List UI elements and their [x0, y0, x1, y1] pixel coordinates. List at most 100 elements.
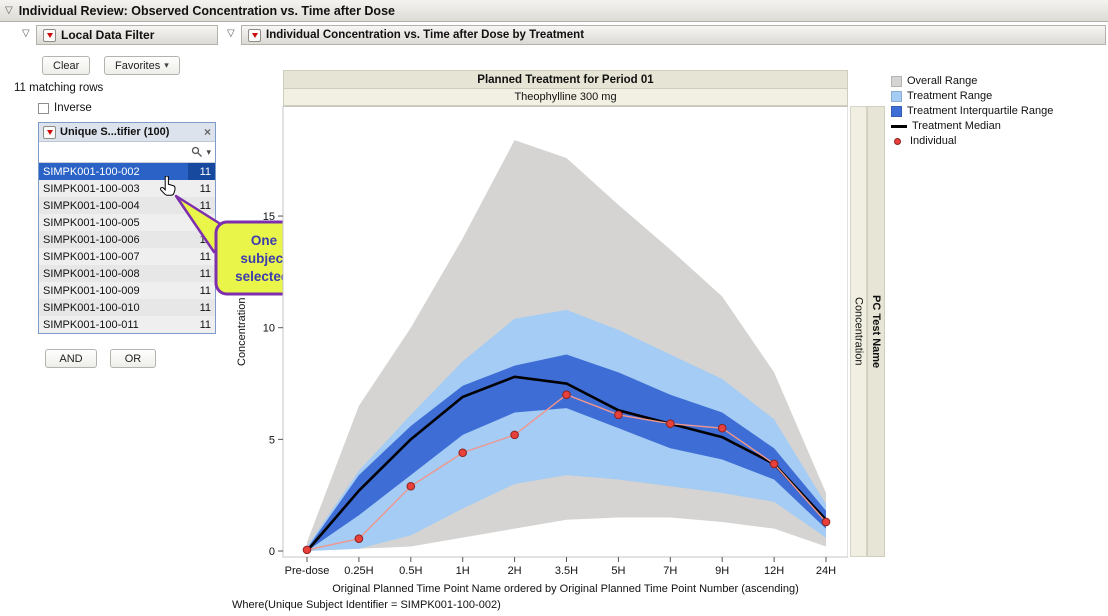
- legend-item-treatment-interquartile-range[interactable]: Treatment Interquartile Range: [891, 104, 1053, 118]
- report-title: Individual Concentration vs. Time after …: [266, 29, 585, 41]
- individual-point[interactable]: [302, 545, 312, 555]
- legend-item-overall-range[interactable]: Overall Range: [891, 74, 1053, 88]
- subject-id: SIMPK001-100-002: [43, 165, 140, 178]
- inverse-row: Inverse: [38, 102, 92, 114]
- row-count: 11: [199, 284, 211, 297]
- legend-label: Treatment Interquartile Range: [907, 105, 1054, 117]
- subject-id: SIMPK001-100-007: [43, 250, 140, 263]
- row-count: 11: [199, 267, 211, 280]
- legend-item-individual[interactable]: Individual: [891, 134, 1053, 148]
- x-tick-label: 1H: [456, 565, 470, 577]
- individual-point[interactable]: [821, 517, 831, 527]
- individual-point[interactable]: [406, 481, 416, 491]
- y-tick-label: 0: [269, 546, 275, 558]
- treatment-interquartile-range-band[interactable]: [307, 354, 826, 551]
- chevron-down-icon: ▾: [164, 60, 169, 70]
- legend-label: Treatment Range: [907, 90, 993, 102]
- callout-line: selected.: [235, 269, 293, 284]
- right-group-variable-label: PC Test Name: [867, 106, 885, 557]
- subject-id: SIMPK001-100-006: [43, 233, 140, 246]
- y-axis-title: Concentration: [236, 297, 248, 366]
- list-item[interactable]: SIMPK001-100-002 11: [39, 163, 215, 180]
- filter-search-input[interactable]: [43, 145, 189, 159]
- subject-id: SIMPK001-100-008: [43, 267, 140, 280]
- report-header: Individual Concentration vs. Time after …: [241, 25, 1106, 45]
- subject-id: SIMPK001-100-009: [43, 284, 140, 297]
- list-item[interactable]: SIMPK001-100-008 11: [39, 265, 215, 282]
- right-group-level-label: Concentration: [850, 106, 867, 557]
- favorites-button[interactable]: Favorites ▾: [104, 56, 180, 75]
- local-data-filter-header: Local Data Filter: [36, 25, 218, 45]
- disclosure-icon[interactable]: ▽: [5, 4, 13, 16]
- legend-swatch: [891, 75, 902, 87]
- red-triangle-menu-icon[interactable]: [43, 28, 56, 42]
- individual-point[interactable]: [458, 448, 467, 458]
- list-item[interactable]: SIMPK001-100-004 11: [39, 197, 215, 214]
- list-item[interactable]: SIMPK001-100-009 11: [39, 282, 215, 299]
- clear-button[interactable]: Clear: [42, 56, 91, 75]
- treatment-period-header: Planned Treatment for Period 01: [283, 70, 848, 88]
- legend-item-treatment-range[interactable]: Treatment Range: [891, 89, 1053, 103]
- red-triangle-menu-icon[interactable]: [43, 125, 56, 139]
- legend-swatch: [891, 105, 902, 117]
- where-clause-text: Where(Unique Subject Identifier = SIMPK0…: [232, 599, 501, 611]
- x-tick-label: 2H: [508, 565, 522, 577]
- legend: Overall Range Treatment Range Treatment In…: [891, 74, 1053, 148]
- row-count: 11: [199, 250, 211, 263]
- legend-item-treatment-median[interactable]: Treatment Median: [891, 119, 1053, 133]
- page-title: Individual Review: Observed Concentratio…: [18, 3, 395, 18]
- cursor-hand-icon: [160, 176, 176, 196]
- individual-point[interactable]: [769, 459, 779, 469]
- individual-point[interactable]: [717, 423, 727, 433]
- inverse-label: Inverse: [54, 102, 92, 114]
- individual-point[interactable]: [614, 410, 623, 420]
- x-tick-label: 5H: [611, 565, 625, 577]
- row-count: 11: [199, 199, 211, 212]
- x-tick-label: Pre-dose: [285, 565, 330, 577]
- subject-id: SIMPK001-100-003: [43, 182, 140, 195]
- x-axis-title: Original Planned Time Point Name ordered…: [332, 583, 799, 595]
- row-count: 11: [199, 318, 211, 331]
- or-button[interactable]: OR: [110, 349, 156, 368]
- legend-label: Overall Range: [907, 75, 978, 87]
- matching-rows-text: 11 matching rows: [14, 82, 104, 94]
- legend-swatch: [891, 90, 902, 102]
- x-tick-label: 9H: [715, 565, 729, 577]
- x-tick-label: 3.5H: [555, 565, 578, 577]
- treatment-name-header: Theophylline 300 mg: [283, 88, 848, 106]
- x-tick-label: 0.25H: [344, 565, 373, 577]
- individual-point[interactable]: [354, 534, 364, 544]
- inverse-checkbox[interactable]: [38, 102, 49, 114]
- disclosure-icon[interactable]: ▽: [227, 28, 235, 39]
- search-icon[interactable]: [191, 146, 203, 158]
- red-triangle-menu-icon[interactable]: [248, 28, 261, 42]
- individual-point[interactable]: [510, 430, 519, 440]
- subject-id: SIMPK001-100-011: [43, 318, 139, 331]
- subject-id: SIMPK001-100-005: [43, 216, 140, 229]
- close-icon[interactable]: ×: [203, 125, 211, 139]
- main-title-bar: ▽ Individual Review: Observed Concentrat…: [0, 0, 1108, 22]
- individual-point[interactable]: [666, 419, 675, 429]
- y-tick-label: 15: [263, 211, 275, 223]
- list-item[interactable]: SIMPK001-100-011 11: [39, 316, 215, 333]
- list-item[interactable]: SIMPK001-100-007 11: [39, 248, 215, 265]
- treatment-range-band[interactable]: [307, 309, 826, 551]
- row-count: 11: [188, 163, 215, 180]
- chevron-down-icon[interactable]: ▾: [206, 146, 211, 157]
- subject-id: SIMPK001-100-004: [43, 199, 140, 212]
- disclosure-icon[interactable]: ▽: [22, 28, 30, 39]
- filter-column-header: Unique S...tifier (100) ×: [39, 123, 215, 142]
- callout-line: subject: [240, 251, 288, 266]
- favorites-label: Favorites: [115, 59, 161, 72]
- and-button[interactable]: AND: [45, 349, 97, 368]
- plot-area[interactable]: 0 5 10 15 Pre-dose 0.25H 0.5H 1H 2H 3.5H 5H 7H 9H 12H…: [250, 106, 848, 586]
- list-item[interactable]: SIMPK001-100-010 11: [39, 299, 215, 316]
- subject-id: SIMPK001-100-010: [43, 301, 140, 314]
- y-tick-label: 5: [269, 434, 275, 446]
- x-tick-label: 12H: [764, 565, 784, 577]
- treatment-median-line[interactable]: [306, 375, 827, 552]
- filter-title: Local Data Filter: [61, 28, 155, 42]
- individual-point[interactable]: [562, 390, 571, 399]
- subject-filter-listbox: Unique S...tifier (100) × ▾ SIMPK001-100…: [38, 122, 216, 334]
